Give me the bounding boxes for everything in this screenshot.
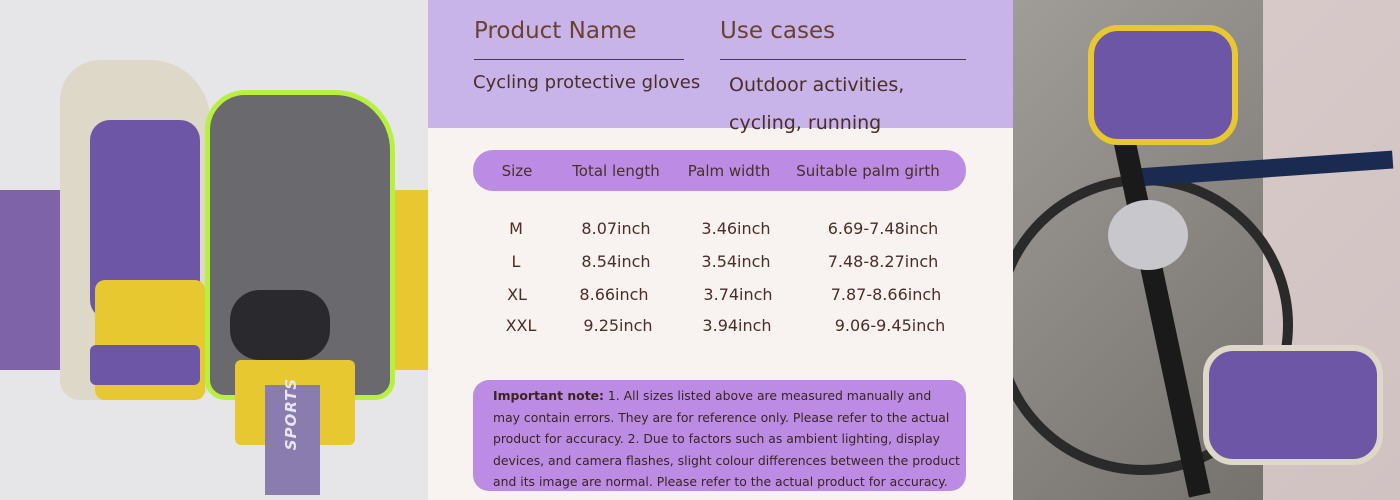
column-header: Palm width [687,162,771,180]
sports-logo-text: SPORTS [282,377,300,451]
size-cell: XXL [505,316,537,335]
important-note: Important note: 1. All sizes listed abov… [473,380,966,491]
glove-top [1088,25,1238,145]
product-header-band [428,0,1013,128]
size-cell: XL [507,285,527,304]
length-cell: 8.66inch [579,285,649,304]
size-cell: L [511,252,521,271]
use-cases-value: Outdoor activities, cycling, running [729,66,904,142]
length-cell: 8.07inch [581,219,651,238]
lifestyle-photo-cycling [1013,0,1400,500]
girth-cell: 7.87-8.66inch [830,285,942,304]
length-cell: 9.25inch [583,316,653,335]
product-name-value: Cycling protective gloves [473,72,701,93]
glove-bottom [1203,345,1383,465]
length-cell: 8.54inch [581,252,651,271]
palm-width-cell: 3.74inch [703,285,773,304]
palm-width-cell: 3.46inch [701,219,771,238]
column-header: Total length [572,162,660,180]
table-row: M 8.07inch 3.46inch 6.69-7.48inch [428,219,1013,243]
palm-width-cell: 3.94inch [702,316,772,335]
table-row: XXL 9.25inch 3.94inch 9.06-9.45inch [428,316,1013,340]
palm-pad [230,290,330,360]
product-name-heading: Product Name [474,18,637,44]
strap [90,345,200,385]
girth-cell: 9.06-9.45inch [834,316,946,335]
divider [720,59,966,60]
product-image-gloves: SPORTS [0,0,428,500]
table-row: XL 8.66inch 3.74inch 7.87-8.66inch [428,285,1013,309]
girth-cell: 7.48-8.27inch [827,252,939,271]
info-panel: Product Name Use cases Cycling protectiv… [428,0,1013,500]
palm-width-cell: 3.54inch [701,252,771,271]
note-text: 1. All sizes listed above are measured m… [493,388,960,489]
sports-logo-tab [265,385,320,495]
table-row: L 8.54inch 3.54inch 7.48-8.27inch [428,252,1013,276]
use-cases-line: cycling, running [729,112,882,134]
brake-hub [1108,200,1188,270]
divider [474,59,684,60]
use-cases-heading: Use cases [720,18,836,44]
use-cases-line: Outdoor activities, [729,74,905,96]
column-header: Suitable palm girth [796,162,940,180]
girth-cell: 6.69-7.48inch [827,219,939,238]
note-label: Important note: [493,388,604,403]
column-header: Size [501,162,533,180]
size-cell: M [509,219,523,238]
size-table-header: Size Total length Palm width Suitable pa… [473,150,966,191]
